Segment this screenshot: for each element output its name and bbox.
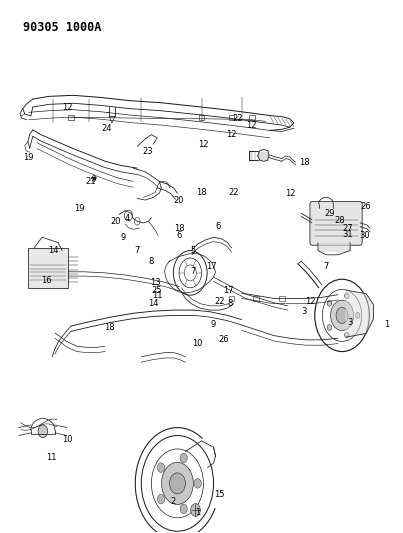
Text: 12: 12	[226, 130, 237, 139]
Text: 7: 7	[323, 262, 329, 271]
Bar	[229, 296, 235, 301]
Text: 4: 4	[125, 214, 130, 223]
Text: 17: 17	[223, 286, 234, 295]
Circle shape	[38, 425, 48, 438]
Text: 25: 25	[151, 286, 162, 295]
Text: 18: 18	[104, 323, 114, 332]
Text: 7: 7	[191, 268, 196, 276]
Text: 8: 8	[149, 257, 154, 265]
Circle shape	[162, 462, 193, 504]
Text: 31: 31	[343, 230, 353, 239]
Text: 18: 18	[174, 224, 185, 233]
Text: 12: 12	[247, 121, 257, 130]
Text: 6: 6	[177, 231, 182, 240]
Circle shape	[327, 325, 332, 330]
Text: 29: 29	[325, 209, 335, 218]
Text: 27: 27	[343, 224, 353, 233]
Text: 18: 18	[196, 188, 207, 197]
Circle shape	[345, 293, 349, 299]
Text: 8: 8	[227, 299, 232, 308]
Circle shape	[355, 312, 360, 318]
Bar	[253, 296, 259, 301]
Bar	[199, 115, 204, 120]
FancyBboxPatch shape	[310, 201, 362, 245]
Text: 18: 18	[299, 158, 309, 167]
Text: 6: 6	[215, 222, 220, 231]
Text: 12: 12	[198, 140, 209, 149]
Text: 3: 3	[347, 318, 353, 327]
Text: 19: 19	[23, 153, 33, 162]
Text: 90305 1000A: 90305 1000A	[23, 21, 101, 34]
Text: 17: 17	[206, 262, 217, 271]
Bar	[249, 115, 255, 120]
Text: 22: 22	[229, 188, 239, 197]
Text: 30: 30	[359, 231, 370, 240]
Circle shape	[180, 504, 187, 514]
Circle shape	[158, 463, 165, 472]
Circle shape	[336, 308, 348, 324]
Text: 9: 9	[120, 233, 126, 242]
Text: 20: 20	[110, 217, 120, 226]
Text: 10: 10	[192, 338, 203, 348]
Circle shape	[327, 300, 332, 306]
Bar	[28, 248, 68, 288]
Text: 21: 21	[85, 177, 96, 186]
Text: 28: 28	[335, 216, 345, 225]
Bar	[279, 296, 285, 301]
Text: 7: 7	[135, 246, 140, 255]
Text: 11: 11	[152, 291, 162, 300]
Text: 11: 11	[46, 454, 56, 463]
Text: 14: 14	[148, 299, 158, 308]
Text: 22: 22	[233, 114, 243, 123]
Bar	[68, 115, 74, 120]
Text: 24: 24	[102, 124, 112, 133]
Text: 26: 26	[361, 202, 372, 211]
Bar	[229, 115, 235, 120]
Text: 5: 5	[191, 246, 196, 255]
Text: 1: 1	[384, 320, 389, 329]
Text: 3: 3	[301, 307, 307, 316]
Text: 26: 26	[218, 335, 229, 344]
Text: 15: 15	[214, 489, 225, 498]
Text: 19: 19	[74, 204, 84, 213]
Circle shape	[180, 453, 187, 463]
Text: 12: 12	[305, 296, 315, 305]
Circle shape	[191, 504, 200, 516]
Text: 10: 10	[62, 435, 72, 444]
Circle shape	[345, 332, 349, 338]
Circle shape	[169, 473, 185, 494]
Text: 16: 16	[42, 276, 52, 285]
Circle shape	[158, 495, 165, 504]
Circle shape	[194, 479, 201, 488]
Text: 12: 12	[62, 102, 72, 111]
Text: 20: 20	[173, 196, 184, 205]
Text: 1: 1	[195, 507, 200, 516]
Text: 2: 2	[171, 497, 176, 506]
Polygon shape	[346, 290, 374, 337]
Text: 14: 14	[48, 246, 58, 255]
Text: 12: 12	[285, 189, 295, 198]
Text: 13: 13	[150, 278, 161, 287]
Text: 23: 23	[142, 147, 153, 156]
Text: 9: 9	[211, 320, 216, 329]
Polygon shape	[318, 243, 350, 251]
Circle shape	[330, 300, 353, 330]
Text: 22: 22	[214, 296, 225, 305]
